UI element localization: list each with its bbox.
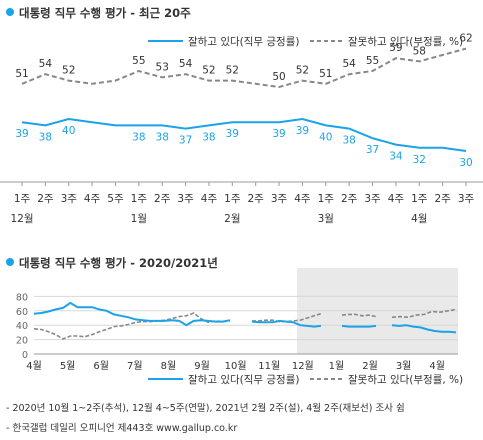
- recent-20-weeks-title-text: 대통령 직무 수행 평가 - 최근 20주: [19, 6, 191, 20]
- approve-data-label: 38: [156, 131, 169, 143]
- approve-data-label: 34: [389, 151, 403, 163]
- recent-20-weeks-chart: 잘하고 있다(직무 긍정률) 잘못하고 있다(부정률, %) 51 54 52 55 5…: [0, 33, 483, 225]
- approve-line: [21, 117, 467, 152]
- week-tick-label: 2주: [154, 193, 171, 205]
- month-axis-label: 12월: [292, 360, 314, 372]
- month-label: 12월: [10, 213, 33, 225]
- month-label: 4월: [411, 213, 427, 225]
- disapprove-data-label: 51: [15, 68, 28, 80]
- week-tick-label: 1주: [411, 193, 428, 205]
- approve-data-label: 30: [459, 157, 472, 169]
- week-tick-label: 4주: [201, 193, 218, 205]
- disapprove-data-label: 52: [226, 65, 239, 77]
- approve-data-label: 38: [132, 131, 145, 143]
- disapprove-data-label: 59: [389, 42, 402, 54]
- bullet-icon: [6, 8, 14, 16]
- month-axis-label: 9월: [194, 360, 210, 372]
- month-axis-label: 11월: [258, 360, 280, 372]
- y-tick-label: 40: [16, 321, 28, 332]
- disapprove-data-label: 50: [272, 71, 285, 83]
- week-tick-label: 3주: [271, 193, 288, 205]
- approve-data-label: 39: [296, 125, 309, 137]
- yearly-approve-line: [391, 324, 457, 334]
- yearly-approve-line: [33, 301, 231, 327]
- approve-data-label: 38: [202, 131, 215, 143]
- legend-disapprove-label: 잘못하고 있다(부정률, %): [348, 35, 463, 48]
- month-axis-label: 10월: [225, 360, 247, 372]
- week-tick-label: 1주: [224, 193, 241, 205]
- y-tick-label: 0: [22, 350, 28, 361]
- footnote-holidays: - 2020년 10월 1~2주(추석), 12월 4~5주(연말), 2021…: [6, 403, 405, 414]
- bottom-legend: 잘하고 있다(직무 긍정률) 잘못하고 있다(부정률, %): [148, 373, 463, 386]
- month-axis-label: 4월: [429, 360, 445, 372]
- approve-data-label: 37: [366, 144, 379, 156]
- week-tick-label: 1주: [318, 193, 335, 205]
- week-tick-label: 1주: [131, 193, 148, 205]
- bullet-icon: [6, 258, 14, 266]
- disapprove-data-label: 52: [296, 65, 309, 77]
- month-label: 2월: [224, 213, 240, 225]
- yearly-disapprove-line: [33, 312, 231, 340]
- week-tick-label: 4주: [84, 193, 101, 205]
- approve-data-label: 38: [39, 131, 52, 143]
- approve-data-label: 39: [15, 128, 28, 140]
- month-axis-label: 1월: [329, 360, 345, 372]
- week-tick-label: 2주: [434, 193, 451, 205]
- week-tick-label: 1주: [14, 193, 31, 205]
- month-axis-label: 7월: [127, 360, 143, 372]
- y-tick-label: 20: [16, 336, 28, 347]
- week-tick-label: 3주: [177, 193, 194, 205]
- approve-data-label: 32: [413, 154, 426, 166]
- yearly-approve-line: [341, 324, 377, 328]
- disapprove-data-label: 52: [62, 65, 75, 77]
- disapprove-data-label: 54: [179, 58, 193, 70]
- month-axis-label: 3월: [396, 360, 412, 372]
- yearly-chart-title-text: 대통령 직무 수행 평가 - 2020/2021년: [19, 256, 218, 270]
- approve-data-label: 40: [319, 131, 332, 143]
- month-axis-label: 5월: [60, 360, 76, 372]
- month-axis-label: 2월: [362, 360, 378, 372]
- approve-data-label: 39: [272, 128, 285, 140]
- month-label: 1월: [131, 213, 147, 225]
- month-label: 3월: [318, 213, 334, 225]
- yearly-chart: 0 20 40 60 80 4월 5월 6월 7월 8월 9월 10월 11월 12월 1월 2월 3월 4월 잘…: [16, 268, 463, 386]
- week-tick-label: 5주: [107, 193, 124, 205]
- disapprove-line: [21, 47, 467, 89]
- top-legend: 잘하고 있다(직무 긍정률) 잘못하고 있다(부정률, %): [148, 35, 463, 48]
- disapprove-data-label: 54: [39, 58, 53, 70]
- y-tick-label: 60: [16, 307, 28, 318]
- week-tick-label: 4주: [294, 193, 311, 205]
- recent-20-weeks-title: 대통령 직무 수행 평가 - 최근 20주: [6, 5, 191, 21]
- disapprove-data-label: 55: [366, 55, 379, 67]
- week-tick-label: 2주: [341, 193, 358, 205]
- yearly-disapprove-line: [391, 308, 457, 319]
- legend-approve-label: 잘하고 있다(직무 긍정률): [188, 35, 299, 48]
- approve-data-label: 40: [62, 125, 75, 137]
- disapprove-data-label: 52: [202, 65, 215, 77]
- footnote-source: - 한국갤럽 데일리 오피니언 제443호 www.gallup.co.kr: [6, 423, 238, 434]
- disapprove-data-label: 55: [132, 55, 145, 67]
- disapprove-data-label: 51: [319, 68, 332, 80]
- bottom-legend-disapprove-label: 잘못하고 있다(부정률, %): [348, 373, 463, 386]
- disapprove-data-label: 58: [413, 45, 426, 57]
- month-axis-label: 8월: [161, 360, 177, 372]
- yearly-approve-line: [251, 319, 322, 328]
- month-axis-label: 4월: [26, 360, 42, 372]
- disapprove-data-label: 54: [342, 58, 356, 70]
- approve-data-label: 37: [179, 135, 192, 147]
- week-tick-label: 4주: [388, 193, 405, 205]
- disapprove-data-label: 62: [459, 33, 472, 45]
- week-tick-label: 3주: [61, 193, 78, 205]
- approve-data-label: 38: [342, 135, 355, 147]
- yearly-chart-title: 대통령 직무 수행 평가 - 2020/2021년: [6, 255, 218, 271]
- disapprove-data-label: 53: [156, 61, 169, 73]
- week-tick-label: 3주: [458, 193, 475, 205]
- bottom-legend-approve-label: 잘하고 있다(직무 긍정률): [188, 373, 299, 386]
- week-tick-label: 2주: [248, 193, 265, 205]
- approve-data-label: 39: [226, 128, 239, 140]
- week-tick-label: 3주: [364, 193, 381, 205]
- month-axis-label: 6월: [93, 360, 109, 372]
- y-tick-label: 80: [16, 292, 28, 303]
- week-tick-label: 2주: [37, 193, 54, 205]
